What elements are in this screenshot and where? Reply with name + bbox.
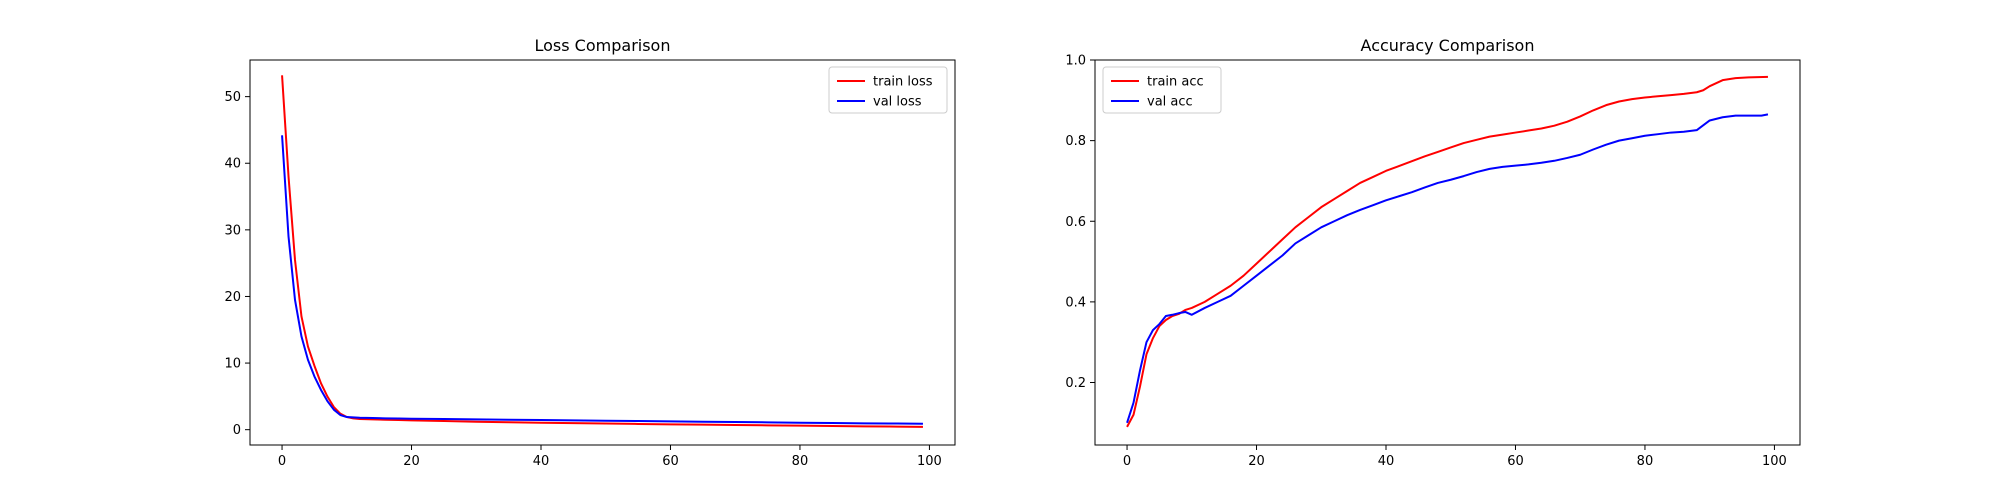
loss-y-tick-label: 0 [233,423,241,438]
accuracy-x-tick-label: 40 [1378,454,1395,469]
loss-series-line-train-loss [281,75,923,428]
loss-chart: Loss Comparison 0 20 40 60 80 10001020304050 … [224,36,956,469]
loss-y-tick-label: 30 [224,223,241,238]
loss-x-tick-label: 100 [917,454,942,469]
loss-y-tick-label: 20 [224,290,241,305]
loss-legend: train loss val loss [828,66,948,114]
legend-label-train-acc: train acc [1147,75,1204,90]
legend-label-val-acc: val acc [1147,95,1193,110]
accuracy-x-tick-label: 0 [1123,454,1131,469]
accuracy-y-tick-label: 0.2 [1065,376,1086,391]
accuracy-y-tick-label: 0.4 [1065,295,1086,310]
loss-y-tick-label: 10 [224,357,241,372]
accuracy-plot-frame [1094,59,1801,446]
loss-x-tick-label: 0 [278,454,286,469]
accuracy-y-tick-label: 0.6 [1065,215,1086,230]
accuracy-chart-title: Accuracy Comparison [1361,36,1535,55]
accuracy-y-tick-label: 0.8 [1065,134,1086,149]
accuracy-y-tick-label: 1.0 [1065,54,1086,69]
loss-y-tick-label: 50 [224,90,241,105]
legend-label-val-loss: val loss [873,95,922,110]
legend-label-train-loss: train loss [873,75,933,90]
loss-series-line-val-loss [281,135,923,425]
accuracy-series-line-train-acc [1126,75,1768,428]
accuracy-x-tick-label: 20 [1248,454,1265,469]
accuracy-legend: train acc val acc [1102,66,1222,114]
loss-x-tick-label: 40 [533,454,550,469]
accuracy-series-line-val-acc [1126,113,1769,424]
loss-chart-title: Loss Comparison [535,36,671,55]
accuracy-x-tick-label: 60 [1507,454,1524,469]
loss-plot-frame [249,59,956,446]
accuracy-x-tick-label: 80 [1637,454,1654,469]
loss-x-tick-label: 60 [662,454,679,469]
accuracy-chart: Accuracy Comparison 0 20 40 60 80 100 0.2 0.4 0.… [1065,36,1801,469]
loss-x-tick-label: 20 [403,454,420,469]
loss-x-tick-label: 80 [792,454,809,469]
loss-y-tick-label: 40 [224,157,241,172]
accuracy-x-tick-label: 100 [1762,454,1787,469]
